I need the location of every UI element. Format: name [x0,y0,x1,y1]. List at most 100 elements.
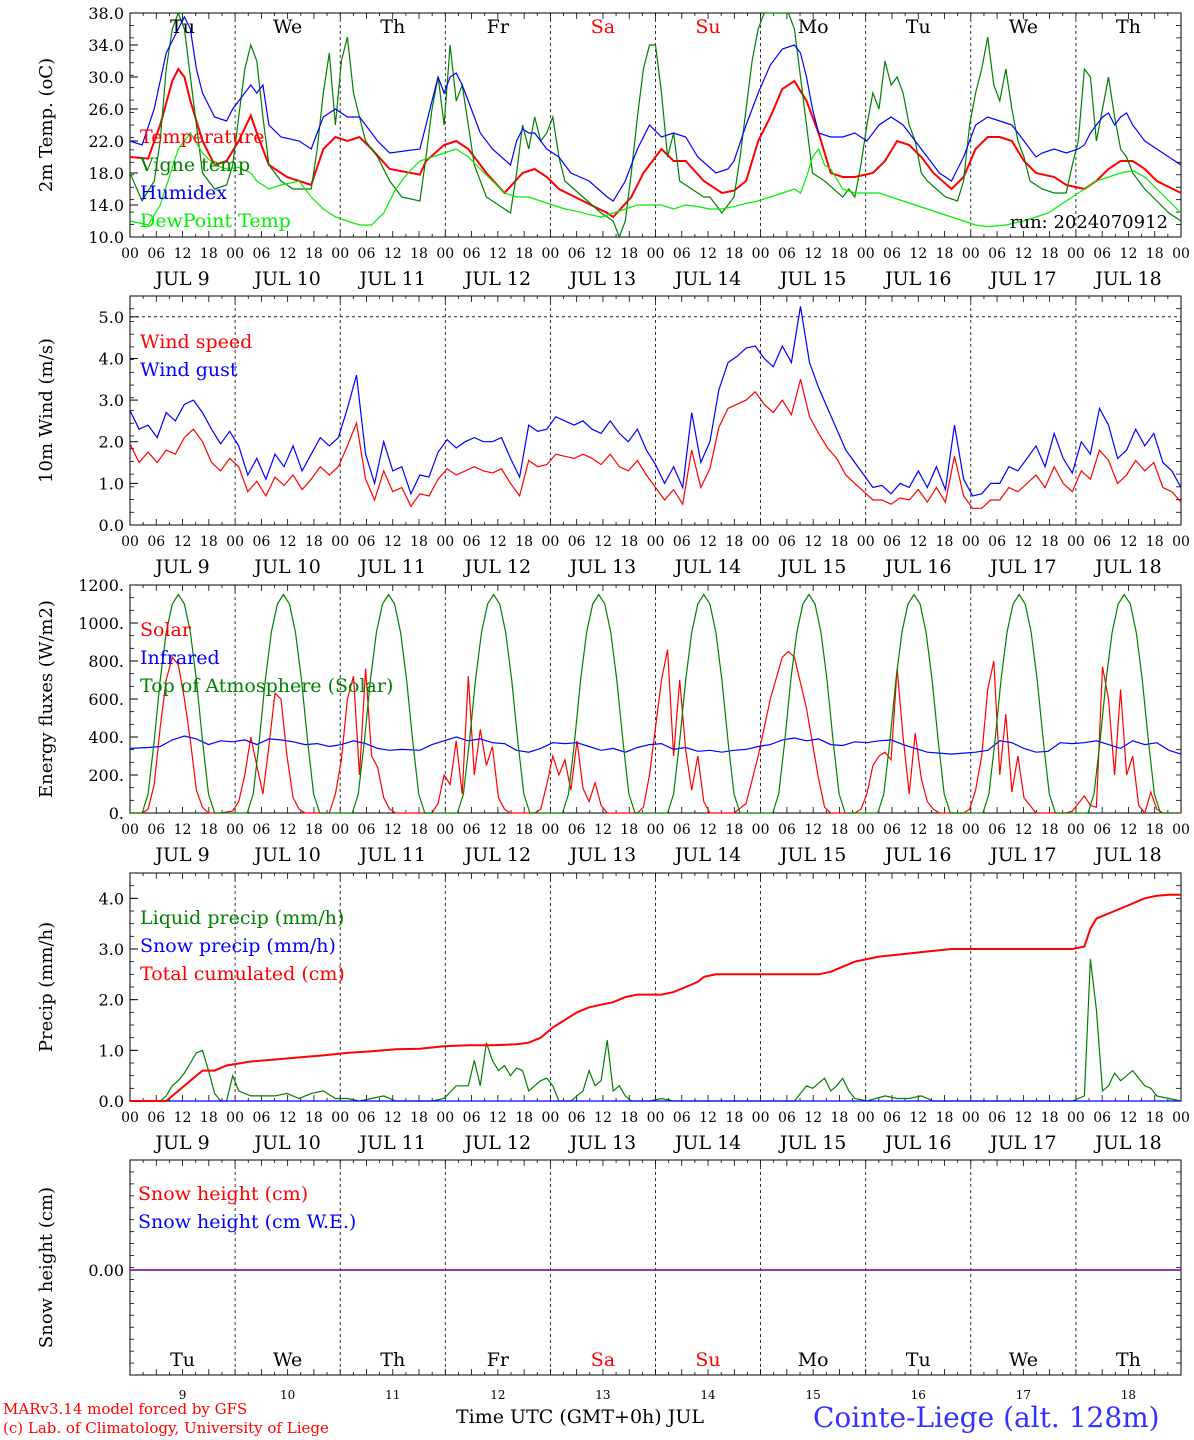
hour-tick-label: 06 [883,1110,901,1126]
hour-tick-label: 18 [936,822,954,838]
hour-tick-label: 18 [410,822,428,838]
legend-entry: Snow height (cm W.E.) [138,1211,356,1233]
y-tick-label: 22.0 [88,132,124,151]
y-tick-label: 34.0 [88,36,124,55]
hour-tick-label: 18 [1041,534,1059,550]
day-name: Mo [798,1349,829,1371]
date-label: JUL 17 [988,268,1056,290]
hour-tick-label: 12 [384,246,402,262]
day-number: 16 [911,1388,926,1402]
day-name: Th [380,16,405,38]
hour-tick-label: 12 [699,246,717,262]
hour-tick-label: 12 [384,1110,402,1126]
day-name: Tu [906,16,931,38]
hour-tick-label: 00 [1172,534,1190,550]
hour-tick-label: 06 [1093,534,1111,550]
hour-tick-label: 12 [909,1110,927,1126]
hour-tick-label: 12 [174,534,192,550]
day-name: We [1009,1349,1038,1371]
date-label: JUL 17 [988,556,1056,578]
y-tick-label: 2.0 [99,433,124,452]
y-tick-label: 200. [88,766,124,785]
date-label: JUL 15 [778,844,846,866]
hour-tick-label: 12 [384,822,402,838]
hour-tick-label: 00 [1172,822,1190,838]
hour-tick-label: 06 [673,534,691,550]
date-label: JUL 10 [252,268,320,290]
date-label: JUL 9 [153,556,209,578]
day-number: 14 [700,1388,716,1402]
y-axis-label: Energy fluxes (W/m2) [36,600,57,798]
legend-entry: Humidex [140,182,227,204]
hour-tick-label: 12 [384,534,402,550]
y-tick-label: 1.0 [99,1041,124,1060]
hour-tick-label: 00 [752,534,770,550]
hour-tick-label: 06 [463,534,481,550]
panel-3 [129,584,1182,815]
date-label: JUL 18 [1093,1132,1161,1154]
hour-tick-label: 06 [358,1110,376,1126]
day-name: We [273,16,302,38]
hour-tick-label: 06 [673,246,691,262]
y-tick-label: 1000. [78,614,124,633]
hour-tick-label: 06 [463,246,481,262]
day-number: 11 [385,1388,400,1402]
date-label: JUL 14 [673,1132,741,1154]
hour-tick-label: 00 [331,246,349,262]
hour-tick-label: 00 [436,246,454,262]
hour-tick-label: 00 [436,1110,454,1126]
hour-tick-label: 18 [725,822,743,838]
series-line-vigne-temp [129,11,1182,239]
hour-tick-label: 18 [410,534,428,550]
hour-tick-label: 06 [988,1110,1006,1126]
hour-tick-label: 00 [1067,534,1085,550]
hour-tick-label: 06 [358,246,376,262]
hour-tick-label: 18 [515,822,533,838]
date-label: JUL 9 [153,844,209,866]
series-line-infrared [129,735,1182,755]
hour-tick-label: 18 [305,1110,323,1126]
hour-tick-label: 12 [489,1110,507,1126]
hour-tick-label: 06 [1093,822,1111,838]
day-name: Sa [591,1349,615,1371]
hour-tick-label: 06 [988,246,1006,262]
hour-tick-label: 06 [252,534,270,550]
hour-tick-label: 18 [1041,246,1059,262]
hour-tick-label: 00 [962,246,980,262]
series-line-humidex [129,15,1182,202]
y-tick-label: 10.0 [88,228,124,247]
hour-tick-label: 00 [121,534,139,550]
series-line-dewpoint-temp [129,131,1182,228]
series-line-wind-speed [129,379,1182,509]
hour-tick-label: 12 [699,1110,717,1126]
date-label: JUL 13 [568,844,636,866]
hour-tick-label: 18 [936,534,954,550]
hour-tick-label: 12 [1014,822,1032,838]
hour-tick-label: 06 [252,1110,270,1126]
hour-tick-label: 00 [541,534,559,550]
hour-tick-label: 12 [1120,246,1138,262]
hour-tick-label: 18 [305,246,323,262]
hour-tick-label: 00 [647,1110,665,1126]
hour-tick-label: 12 [489,822,507,838]
hour-tick-label: 00 [857,822,875,838]
hour-tick-label: 06 [463,822,481,838]
panel-5 [129,1159,1182,1376]
hour-tick-label: 18 [725,246,743,262]
hour-tick-label: 06 [1093,1110,1111,1126]
hour-tick-label: 00 [226,246,244,262]
hour-tick-label: 12 [594,1110,612,1126]
date-label: JUL 16 [883,268,951,290]
legend-entry: Snow height (cm) [138,1183,308,1205]
hour-tick-label: 18 [305,534,323,550]
panel-2 [129,295,1182,526]
lab-credit: (c) Lab. of Climatology, University of L… [3,1419,329,1437]
hour-tick-label: 12 [1120,1110,1138,1126]
hour-tick-label: 06 [252,822,270,838]
panel-4 [129,872,1182,1102]
hour-tick-label: 06 [883,534,901,550]
hour-tick-label: 12 [279,1110,297,1126]
legend-entry: DewPoint Temp [140,210,291,232]
day-number: 12 [490,1388,505,1402]
hour-tick-label: 18 [620,822,638,838]
